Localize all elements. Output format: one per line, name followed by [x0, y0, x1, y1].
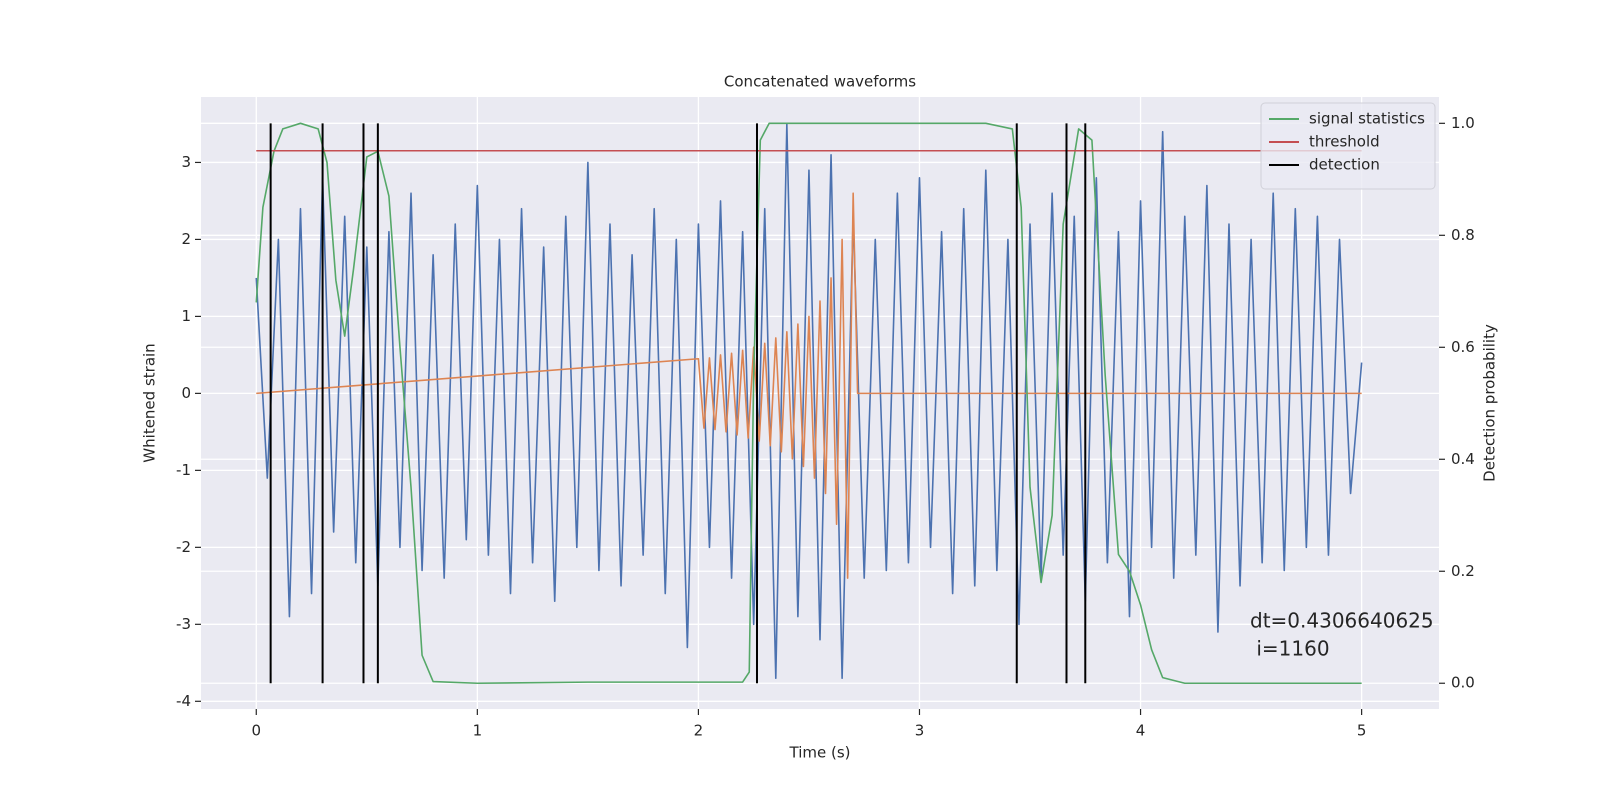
- y-tick-label: 2: [181, 230, 191, 248]
- y-tick-label: -3: [176, 615, 191, 633]
- y-tick-label: 1: [181, 307, 191, 325]
- legend-box: [1260, 102, 1436, 190]
- legend: signal statistics threshold detection: [1260, 102, 1436, 190]
- series-line: [255, 123, 1363, 680]
- y2-tick-label: 1.0: [1451, 114, 1475, 132]
- x-tick-label: 1: [473, 722, 483, 740]
- x-tick-label: 3: [915, 722, 925, 740]
- legend-label: threshold: [1309, 133, 1380, 151]
- y2-tick-label: 0.8: [1451, 226, 1475, 244]
- x-axis-label: Time (s): [789, 744, 851, 762]
- chart-title: Concatenated waveforms: [724, 73, 916, 91]
- x-tick-label: 0: [251, 722, 261, 740]
- x-tick-label: 4: [1136, 722, 1146, 740]
- y2-axis-label: Detection probability: [1481, 324, 1499, 482]
- annotation: dt=0.4306640625: [1250, 609, 1434, 633]
- y2-tick-label: 0.6: [1451, 338, 1475, 356]
- legend-label: detection: [1309, 156, 1380, 174]
- y2-tick-label: 0.2: [1451, 562, 1475, 580]
- y-tick-label: 0: [181, 384, 191, 402]
- legend-label: signal statistics: [1309, 110, 1425, 128]
- y-tick-label: 3: [181, 153, 191, 171]
- y2-tick-label: 0.4: [1451, 450, 1475, 468]
- y-tick-label: -1: [176, 461, 191, 479]
- series-line: [255, 122, 1362, 685]
- x-tick-label: 5: [1357, 722, 1367, 740]
- series-line: [256, 192, 1362, 579]
- y-axis-label: Whitened strain: [141, 343, 159, 462]
- y-tick-label: -2: [176, 538, 191, 556]
- y2-tick-label: 0.0: [1451, 674, 1475, 692]
- annotation: i=1160: [1250, 637, 1330, 661]
- y-tick-label: -4: [176, 692, 191, 710]
- x-tick-label: 2: [694, 722, 704, 740]
